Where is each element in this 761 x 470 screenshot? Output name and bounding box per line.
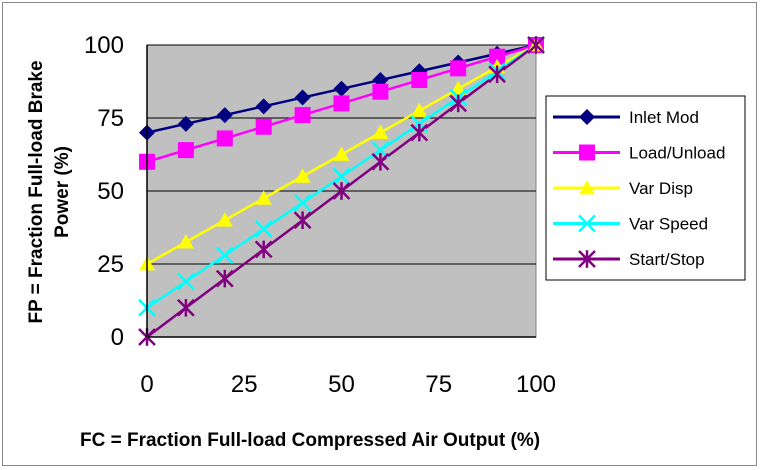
data-point-triangle (255, 190, 272, 205)
data-point-star (215, 269, 234, 288)
data-point-square (294, 107, 311, 124)
x-axis-title: FC = Fraction Full-load Compressed Air O… (80, 430, 540, 451)
data-point-triangle (177, 234, 194, 249)
legend-item: Load/Unload (553, 144, 725, 163)
series-points-load-unload (139, 37, 544, 170)
x-tick-label: 25 (231, 371, 258, 398)
data-point-triangle (216, 212, 233, 227)
data-point-square (177, 142, 194, 159)
y-axis-title-line1: FP = Fraction Full-load Brake (26, 60, 47, 323)
y-tick-label: 75 (97, 105, 124, 132)
x-tick-label: 100 (516, 371, 556, 398)
legend-label: Var Disp (629, 179, 693, 198)
data-point-x (332, 167, 351, 186)
x-tick-label: 50 (328, 371, 355, 398)
data-point-triangle (579, 180, 595, 195)
data-point-square (450, 60, 467, 77)
y-axis-title-line2: Power (%) (52, 146, 73, 238)
legend-items: Inlet Mod Load/Unload Var Disp Var Speed Sta… (553, 108, 725, 269)
y-tick-label: 25 (97, 251, 124, 278)
data-point-diamond (579, 109, 595, 125)
data-point-star (449, 94, 468, 113)
legend: Inlet Mod Load/Unload Var Disp Var Speed Sta… (545, 95, 746, 281)
y-tick-label: 50 (97, 178, 124, 205)
data-point-star (578, 250, 596, 268)
data-point-diamond (333, 80, 350, 97)
x-tick-label: 75 (425, 371, 452, 398)
data-point-triangle (411, 102, 428, 118)
legend-label: Inlet Mod (629, 108, 699, 127)
series-markers (138, 36, 545, 346)
data-point-x (215, 246, 234, 265)
y-tick-label: 100 (84, 32, 124, 59)
data-point-star (527, 36, 545, 54)
data-point-star (488, 65, 506, 84)
data-point-square (333, 95, 350, 112)
legend-item: Var Disp (553, 179, 693, 198)
data-point-x (254, 220, 273, 238)
y-tick-labels: 0 25 50 75 100 (84, 32, 124, 351)
data-point-diamond (177, 115, 194, 132)
data-point-x (177, 272, 195, 291)
data-point-triangle (372, 124, 389, 139)
data-point-star (293, 211, 312, 230)
data-point-square (372, 83, 389, 100)
data-point-square (216, 130, 233, 147)
x-tick-labels: 0 25 50 75 100 (140, 371, 556, 398)
data-point-triangle (333, 146, 350, 161)
y-tick-label: 0 (111, 324, 124, 351)
data-point-x (578, 214, 596, 233)
data-point-square (255, 118, 272, 135)
data-point-star (410, 123, 429, 142)
legend-label: Load/Unload (629, 144, 725, 163)
data-point-diamond (216, 107, 233, 124)
data-point-star (332, 182, 351, 200)
data-point-square (579, 144, 595, 161)
x-tick-label: 0 (140, 371, 153, 398)
data-point-diamond (294, 89, 311, 106)
data-point-diamond (255, 98, 272, 115)
data-point-star (371, 152, 390, 171)
legend-item: Start/Stop (553, 250, 705, 269)
data-point-star (177, 298, 195, 317)
data-point-triangle (450, 80, 467, 96)
data-point-triangle (294, 168, 311, 183)
data-point-x (293, 193, 312, 212)
data-point-square (411, 72, 428, 89)
legend-label: Start/Stop (629, 250, 705, 269)
data-point-square (489, 48, 506, 65)
legend-item: Var Speed (553, 215, 708, 234)
legend-item: Inlet Mod (553, 108, 699, 127)
data-point-star (254, 240, 273, 259)
legend-label: Var Speed (629, 215, 708, 234)
series-points-start-stop (138, 36, 545, 346)
